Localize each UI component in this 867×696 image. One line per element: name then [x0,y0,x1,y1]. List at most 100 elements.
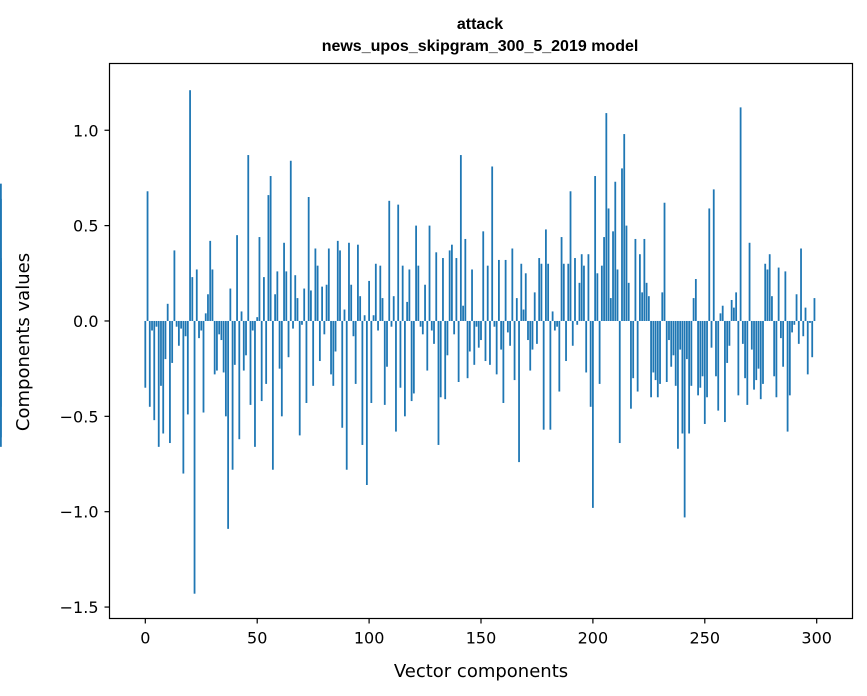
bar [0,309,2,321]
bar [433,320,435,344]
bar [222,320,225,373]
bar [448,250,451,321]
bar [627,282,630,321]
bar [811,320,814,358]
bar [372,315,375,321]
bar [341,320,344,428]
bar [437,320,440,445]
bar [442,258,444,321]
bar [412,320,415,394]
bar [408,269,411,321]
bar [708,208,711,321]
bar [294,275,297,321]
bar [365,320,368,485]
bar [771,296,773,321]
bar [621,168,623,321]
bar [298,320,301,436]
bar [0,320,2,377]
x-tick-label: 250 [690,629,721,648]
bar [435,252,438,321]
bar [348,242,350,321]
bar [793,320,796,325]
bar [674,320,677,386]
bar [511,248,514,321]
bar [169,320,171,444]
y-axis-label: Components values [13,253,34,431]
bar [468,320,471,352]
bar [439,320,442,398]
bar [672,320,675,356]
bar [741,320,744,344]
bar [659,320,661,384]
bar [690,320,693,386]
bar [797,320,800,344]
bar [339,250,341,321]
bar [701,320,704,377]
bar [466,320,469,379]
bar [683,320,686,518]
bar [755,320,758,381]
bar [809,320,811,323]
bar [164,320,167,360]
bar [804,307,807,321]
bar [173,250,176,321]
bar [560,237,563,321]
bar [482,231,485,321]
bar [596,273,599,321]
bar [744,320,746,379]
y-tick-label: 0.5 [73,217,98,236]
bar [265,320,268,384]
bar [307,197,310,321]
bar [314,248,317,321]
bar [788,320,791,396]
bar [184,320,187,337]
y-axis-ticks: −1.5 −1.0 −0.5 0.0 0.5 1.0 [60,121,110,617]
x-axis-label: Vector components [394,661,568,682]
bar-series [0,90,816,594]
bar [587,254,590,321]
x-tick-label: 200 [578,629,609,648]
bar [777,267,780,321]
x-tick-label: 150 [466,629,497,648]
bar [274,294,276,321]
bar [515,298,518,321]
bar [233,320,236,365]
bar [762,320,764,384]
bar [301,320,303,325]
bar [475,320,478,327]
bar [424,284,426,321]
bar [283,242,285,321]
bar [236,235,238,321]
bar [285,271,288,321]
bar [612,231,614,321]
bar [144,320,147,388]
bar [647,296,650,321]
bar [325,284,328,321]
bar [191,277,194,321]
bar [786,320,789,432]
bar [316,265,319,321]
bar [536,320,538,344]
bar [594,176,597,321]
bar [401,265,404,321]
bar [189,90,191,321]
bar [464,238,467,321]
bar [607,208,610,321]
bar [732,307,735,321]
bar [256,317,259,321]
bar [605,113,608,321]
bar [533,292,536,321]
bar [245,320,247,356]
bar [558,320,561,392]
bar [276,271,279,321]
bar [643,238,646,321]
bar [426,320,429,371]
bar [303,288,306,321]
bar [238,320,241,440]
bar [321,286,323,321]
bar [753,320,755,390]
bar [665,320,668,382]
y-tick-label: −0.5 [60,407,99,426]
bar [260,320,263,402]
bar [513,320,516,381]
